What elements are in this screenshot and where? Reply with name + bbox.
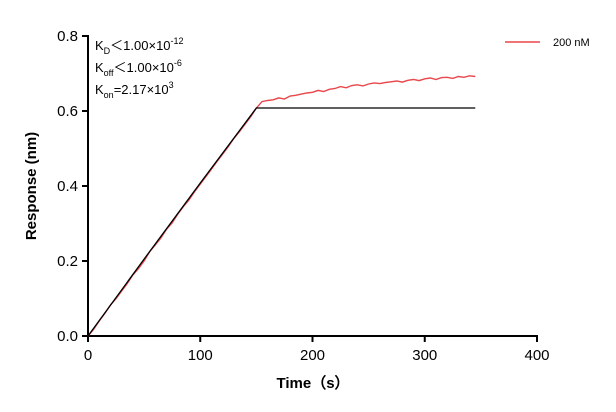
annotation-symbol: K xyxy=(95,60,104,75)
series-line xyxy=(87,75,476,337)
annotation-exponent: 3 xyxy=(169,80,174,90)
annotation: Kon=2.17×103 xyxy=(95,80,174,100)
annotation-exponent: -6 xyxy=(174,58,182,68)
annotation-subscript: D xyxy=(104,46,111,56)
x-tick-label: 100 xyxy=(188,347,213,364)
legend-label: 200 nM xyxy=(553,37,590,49)
y-tick-label: 0.4 xyxy=(57,178,78,195)
annotation-symbol: K xyxy=(95,38,104,53)
x-tick-label: 300 xyxy=(412,347,437,364)
y-tick-label: 0.6 xyxy=(57,103,78,120)
y-tick-label: 0.0 xyxy=(57,328,78,345)
y-tick-label: 0.8 xyxy=(57,28,78,45)
annotation: KD＜1.00×10-12 xyxy=(95,36,184,56)
x-tick-label: 200 xyxy=(300,347,325,364)
annotation: Koff＜1.00×10-6 xyxy=(95,58,182,78)
x-tick-label: 0 xyxy=(84,347,92,364)
annotation-exponent: -12 xyxy=(171,36,184,46)
annotation-text: ＜1.00×10 xyxy=(110,38,170,53)
x-axis-title: Time（s） xyxy=(276,374,349,392)
series-line xyxy=(87,107,476,337)
y-axis-title: Response (nm) xyxy=(23,132,40,240)
x-tick-label: 400 xyxy=(524,347,549,364)
annotation-text: ＜1.00×10 xyxy=(114,60,174,75)
annotation-subscript: off xyxy=(104,68,114,78)
annotation-symbol: K xyxy=(95,82,104,97)
annotation-subscript: on xyxy=(104,90,114,100)
annotation-text: =2.17×10 xyxy=(114,82,169,97)
y-tick-label: 0.2 xyxy=(57,253,78,270)
